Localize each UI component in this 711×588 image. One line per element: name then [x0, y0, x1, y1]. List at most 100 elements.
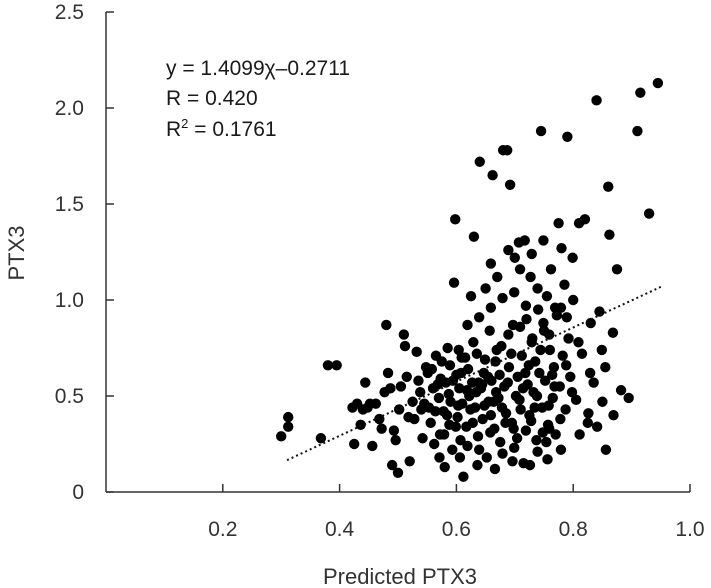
data-point	[374, 413, 385, 425]
data-point	[525, 415, 537, 427]
data-point	[485, 410, 497, 421]
data-point	[556, 242, 567, 254]
data-point	[509, 442, 520, 454]
data-point	[276, 431, 287, 442]
data-point	[447, 444, 458, 455]
data-point	[524, 459, 536, 471]
data-point	[434, 452, 445, 463]
data-point	[467, 417, 478, 429]
data-point	[471, 386, 482, 398]
data-point	[538, 235, 549, 246]
data-point	[507, 456, 518, 467]
data-point	[520, 425, 532, 436]
data-point	[473, 444, 485, 455]
data-point	[566, 386, 578, 398]
data-point	[490, 386, 502, 398]
data-point	[546, 369, 558, 381]
y-tick-label: 0	[72, 481, 84, 504]
data-point	[433, 392, 445, 404]
data-point	[539, 375, 551, 386]
data-point	[448, 277, 460, 288]
data-point	[608, 410, 619, 421]
data-point	[468, 231, 480, 242]
data-point	[450, 421, 462, 432]
data-point	[557, 350, 568, 361]
data-point	[615, 385, 627, 396]
data-point	[531, 434, 542, 446]
regression-annotation: y = 1.4099χ–0.2711 R = 0.420 R2 = 0.1761	[166, 57, 350, 141]
data-point	[465, 404, 476, 415]
data-point	[453, 344, 464, 356]
data-point	[526, 248, 537, 260]
data-point	[479, 400, 490, 411]
data-point	[388, 425, 400, 436]
y-tick-label: 2.0	[55, 97, 84, 120]
equation-label: y = 1.4099χ–0.2711	[166, 57, 350, 80]
data-point	[487, 170, 498, 181]
x-tick-label: 1.0	[675, 518, 704, 541]
data-point	[444, 360, 456, 371]
data-point	[525, 271, 536, 283]
data-points	[276, 77, 664, 482]
y-tick-label: 1.5	[55, 193, 84, 216]
data-point	[543, 400, 554, 411]
data-point	[567, 252, 578, 263]
r2-label: R2 = 0.1761	[166, 116, 277, 141]
data-point	[430, 406, 441, 417]
data-point	[492, 271, 503, 283]
data-point	[488, 396, 499, 407]
data-point	[549, 381, 560, 392]
axes	[105, 12, 690, 493]
data-point	[532, 304, 544, 315]
data-point	[482, 371, 494, 382]
data-point	[604, 229, 615, 240]
data-point	[450, 214, 461, 225]
data-point	[570, 394, 582, 406]
data-point	[435, 373, 446, 384]
data-point	[547, 392, 558, 404]
data-point	[523, 360, 535, 371]
y-tick-label: 1.0	[55, 289, 84, 312]
data-point	[485, 302, 497, 313]
data-point	[494, 369, 505, 381]
data-point	[532, 283, 543, 294]
data-point	[534, 367, 545, 379]
data-point	[517, 383, 529, 394]
data-point	[535, 344, 546, 356]
data-point	[458, 471, 469, 482]
data-point	[573, 337, 584, 348]
data-point	[331, 360, 342, 371]
data-point	[283, 411, 294, 423]
data-point	[514, 394, 525, 406]
trendline	[286, 285, 662, 462]
data-point	[561, 312, 572, 323]
data-point	[370, 398, 382, 409]
data-point	[441, 410, 453, 421]
data-point	[399, 340, 411, 352]
data-point	[560, 360, 572, 371]
data-point	[503, 244, 514, 256]
data-point	[582, 417, 593, 429]
data-point	[502, 145, 513, 156]
data-point	[495, 436, 506, 448]
data-point	[643, 208, 655, 219]
data-point	[417, 433, 428, 444]
data-point	[600, 444, 612, 455]
x-tick-label: 0.4	[325, 518, 355, 541]
data-point	[497, 448, 508, 459]
data-point	[349, 438, 360, 450]
data-point	[283, 421, 294, 432]
data-point	[491, 344, 502, 356]
data-point	[471, 348, 483, 359]
data-point	[545, 264, 557, 275]
data-point	[503, 329, 514, 340]
data-point	[472, 431, 484, 442]
data-point	[382, 367, 394, 379]
data-point	[553, 218, 564, 229]
data-point	[497, 292, 508, 304]
data-point	[407, 396, 418, 407]
data-point	[591, 421, 603, 432]
data-point	[509, 252, 520, 263]
data-point	[579, 214, 591, 225]
